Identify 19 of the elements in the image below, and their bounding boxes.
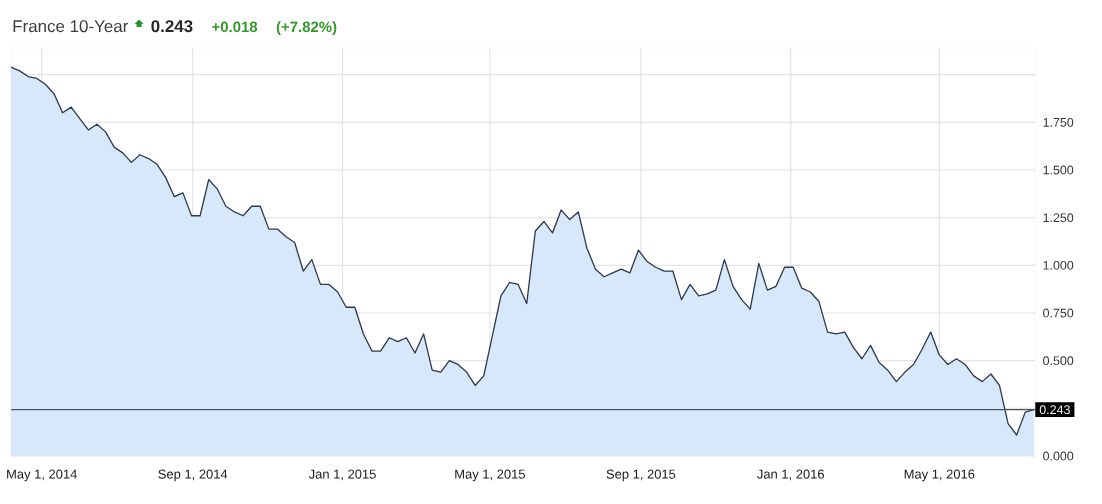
x-tick-label: Sep 1, 2014 (158, 469, 228, 482)
x-tick-label: May 1, 2014 (7, 469, 77, 482)
x-tick-label: May 1, 2016 (904, 469, 975, 482)
y-tick-label: 1.250 (1043, 213, 1074, 223)
x-tick-label: Sep 1, 2015 (606, 469, 676, 482)
y-tick-label: 1.000 (1043, 260, 1074, 270)
text: (+7.82%) (276, 21, 337, 36)
text: 0.243 (151, 20, 193, 33)
y-tick-label: 0.000 (1043, 451, 1074, 461)
y-tick-label: 1.750 (1043, 117, 1074, 127)
chart-title: France 10-Year (13, 20, 129, 33)
y-tick-label: 0.500 (1043, 356, 1074, 366)
x-tick-label: Jan 1, 2016 (757, 469, 824, 481)
x-tick-label: May 1, 2015 (455, 469, 525, 482)
y-tick-label: 1.500 (1043, 165, 1074, 175)
x-tick-label: Jan 1, 2015 (308, 469, 376, 481)
y-tick-label: 0.750 (1043, 308, 1074, 318)
ref-line-label: 0.243 (1039, 405, 1070, 415)
text: +0.018 (212, 21, 258, 33)
